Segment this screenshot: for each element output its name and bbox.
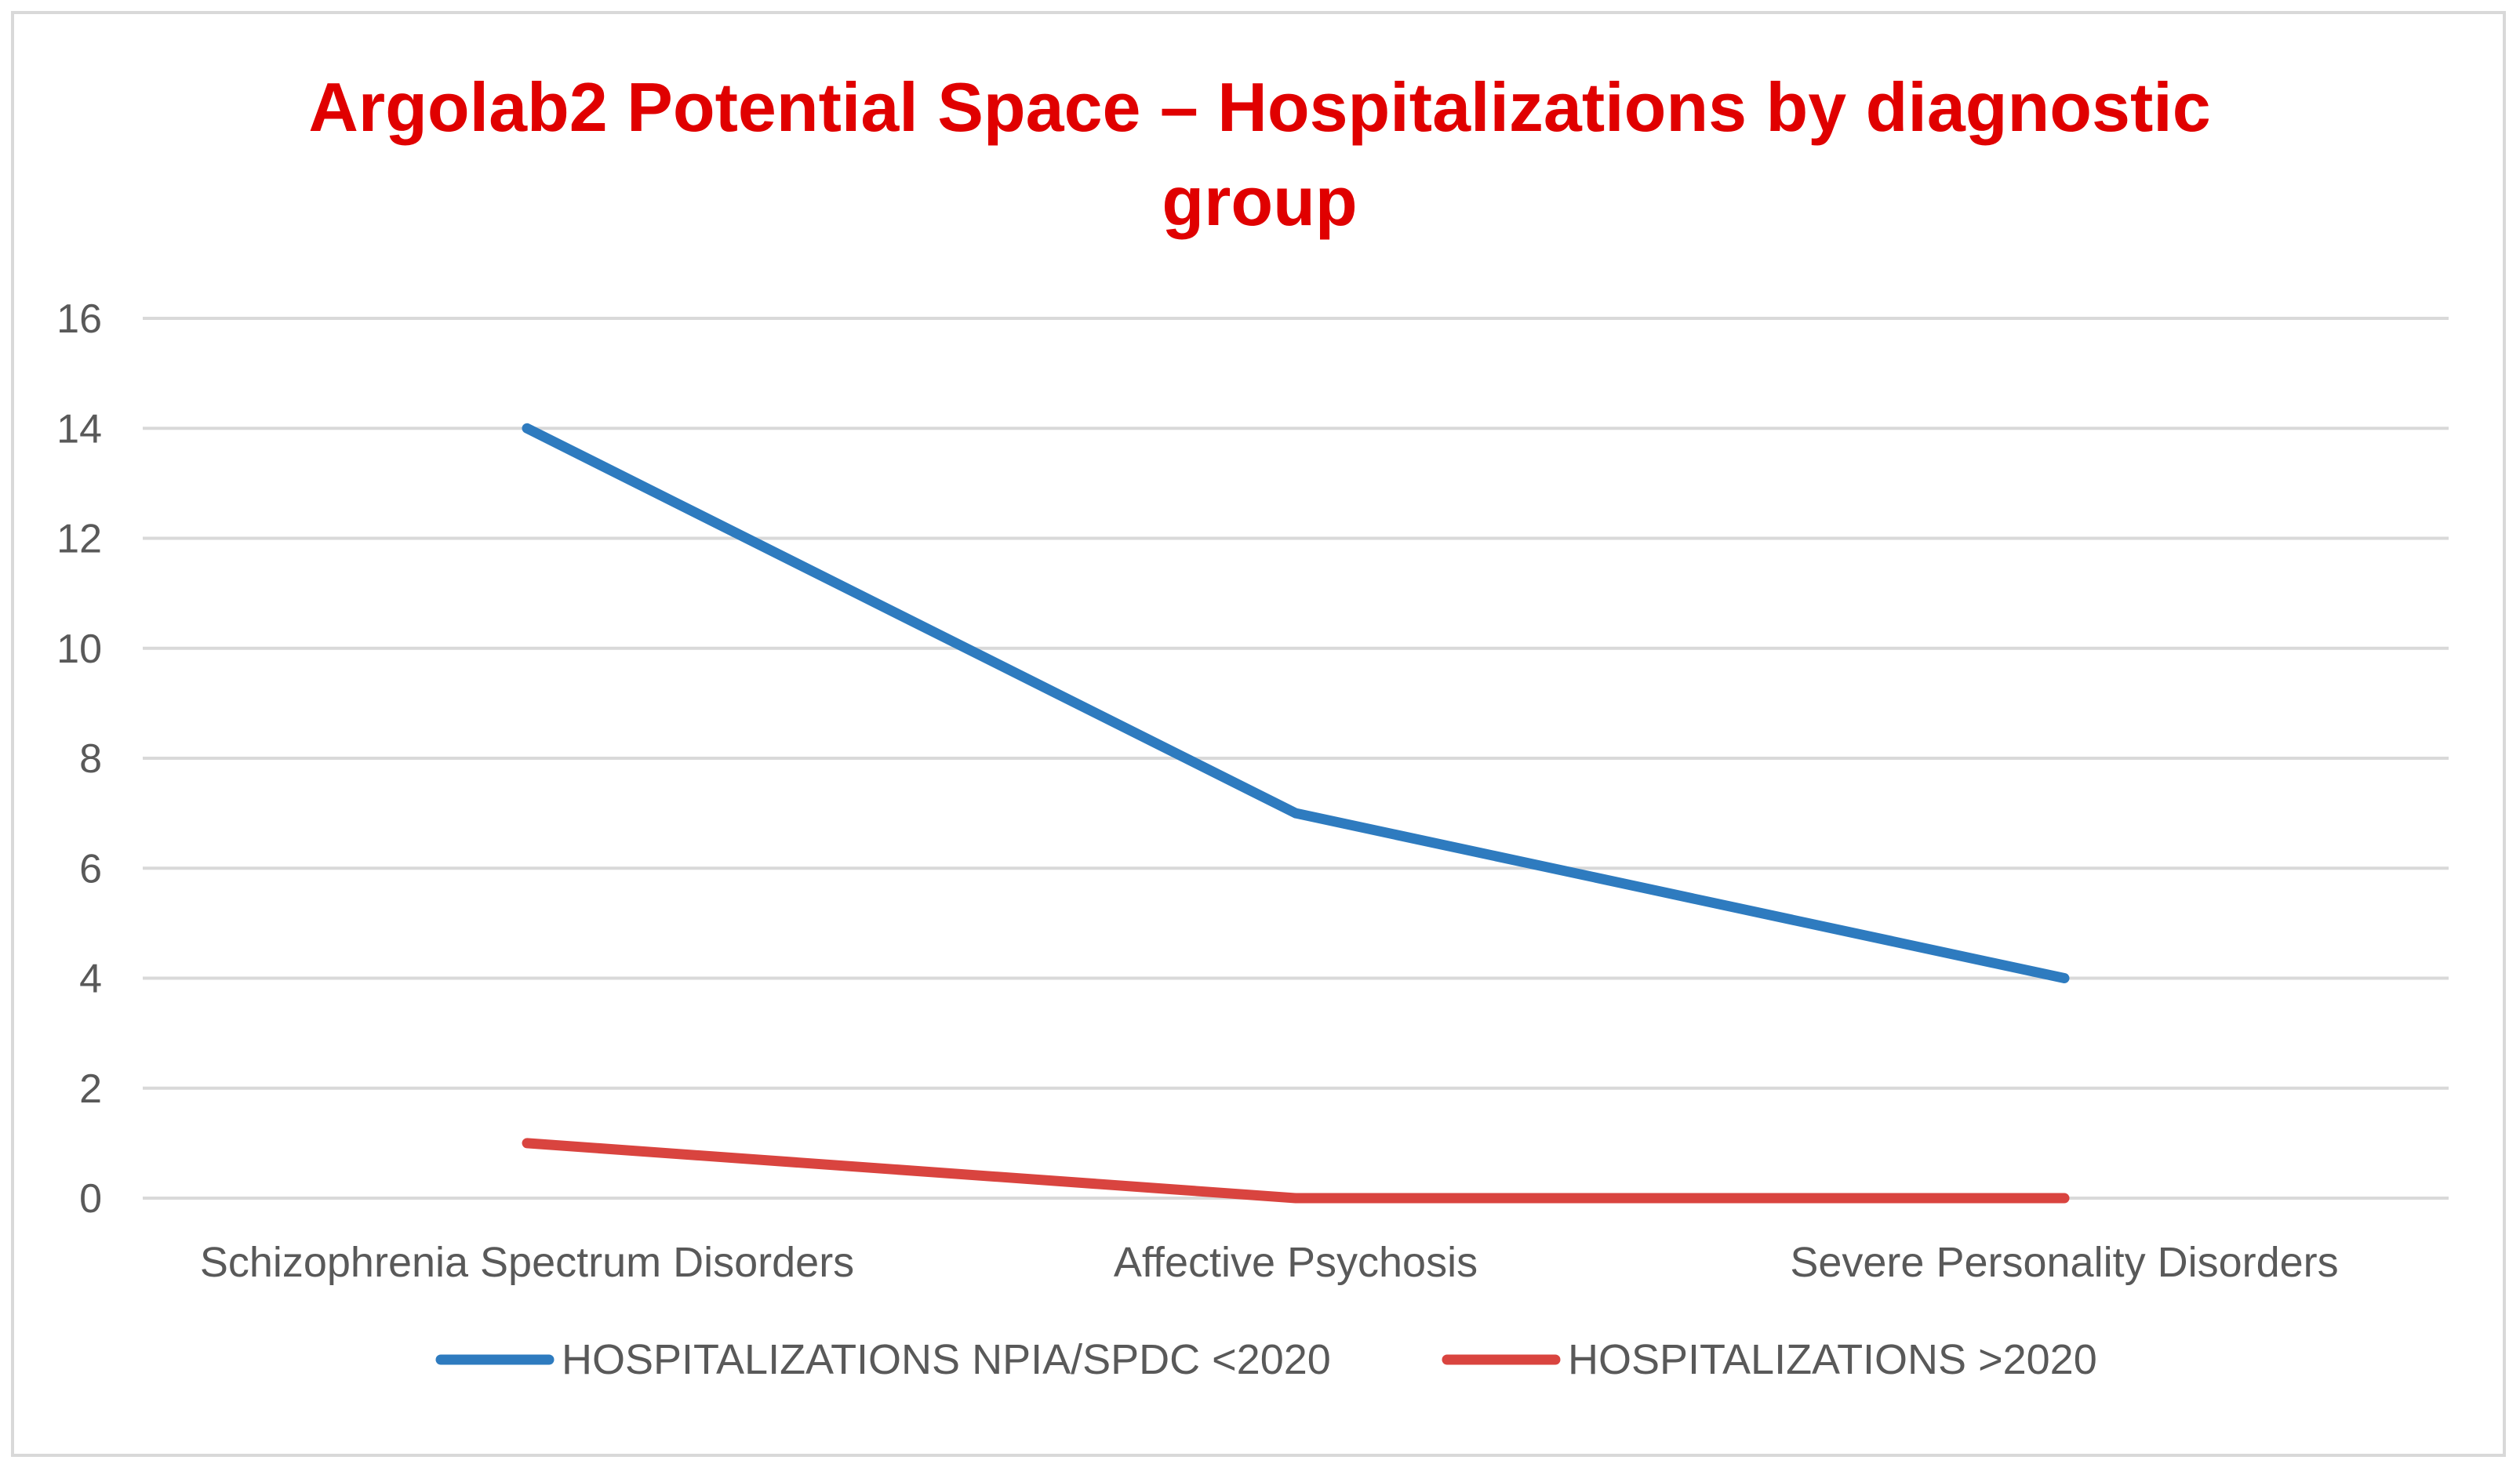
legend-label: HOSPITALIZATIONS >2020: [1568, 1336, 2097, 1383]
y-tick-label: 16: [56, 296, 102, 342]
y-tick-label: 12: [56, 517, 102, 562]
legend-item-2: HOSPITALIZATIONS >2020: [1442, 1336, 2097, 1383]
data-point: [526, 427, 528, 429]
legend-label: HOSPITALIZATIONS NPIA/SPDC <2020: [562, 1336, 1331, 1383]
chart-title-line-1: Argolab2 Potential Space – Hospitalizati…: [308, 68, 2210, 146]
legend-item-1: HOSPITALIZATIONS NPIA/SPDC <2020: [435, 1336, 1331, 1383]
y-tick-label: 0: [79, 1176, 102, 1222]
chart-title-line-2: group: [1162, 162, 1357, 240]
series-line-2: [522, 1138, 2070, 1204]
legend: HOSPITALIZATIONS NPIA/SPDC <2020 HOSPITAL…: [435, 1336, 2097, 1383]
y-tick-label: 6: [79, 846, 102, 892]
y-axis-tick-labels: 0 2 4 6 8 10 12 14 16: [56, 296, 102, 1222]
y-tick-label: 8: [79, 736, 102, 782]
data-point: [2064, 978, 2065, 979]
y-tick-label: 14: [56, 406, 102, 452]
x-category-label: Schizophrenia Spectrum Disorders: [200, 1239, 854, 1286]
chart-title: Argolab2 Potential Space – Hospitalizati…: [308, 68, 2210, 240]
y-tick-label: 4: [79, 957, 102, 1002]
data-point: [2064, 1197, 2065, 1199]
y-tick-label: 2: [79, 1066, 102, 1112]
y-tick-label: 10: [56, 627, 102, 672]
data-series: [522, 423, 2070, 1204]
chart-frame: [11, 11, 2506, 1457]
x-category-label: Severe Personality Disorders: [1790, 1239, 2338, 1286]
gridlines: [143, 317, 2449, 1200]
data-point: [526, 1142, 528, 1144]
x-axis-category-labels: Schizophrenia Spectrum Disorders Affectiv…: [200, 1239, 2339, 1286]
series-line-1: [522, 423, 2070, 983]
x-category-label: Affective Psychosis: [1114, 1239, 1478, 1286]
